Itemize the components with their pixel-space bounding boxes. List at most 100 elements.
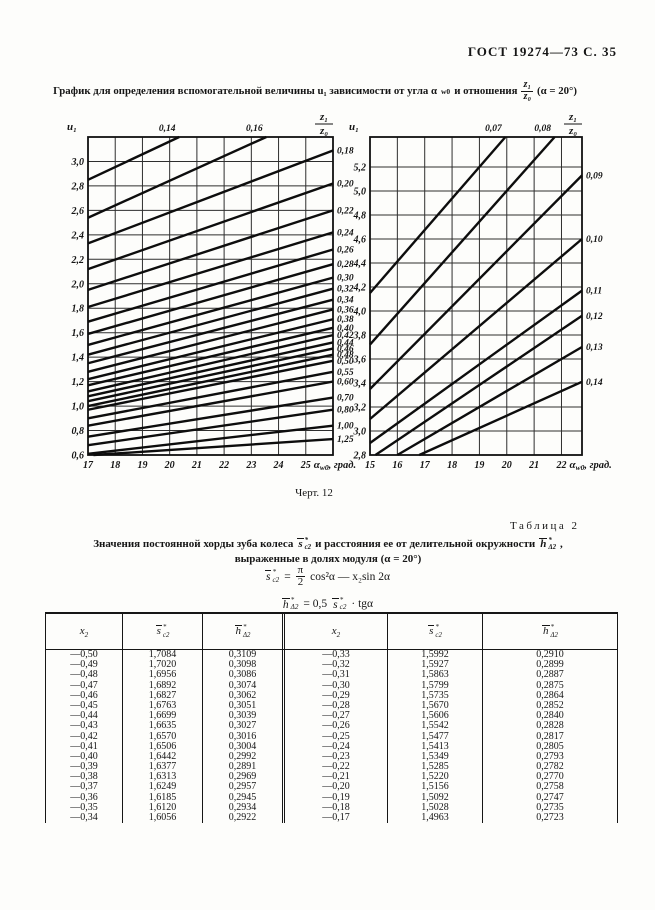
curve-0,50 (87, 359, 334, 411)
table-cell: 1,6570 (123, 731, 203, 742)
curve-0,70 (87, 396, 334, 438)
equals-sign: = (284, 570, 291, 583)
x-tick-label: 17 (83, 460, 94, 471)
curve-label: 0,40 (337, 324, 354, 334)
y-tick-label: 3,0 (71, 157, 85, 168)
curve-0,32 (87, 287, 334, 356)
chord-formula: s * c2 = π 2 cos²α — x₂sin 2α (0, 564, 655, 589)
left-nomogram-chart: 17 18 19 20 21 22 23 24 25 0,6 0,8 1,0 1,2 1,4 1,6 1,8 2… (67, 111, 356, 472)
y-tick-label: 4,0 (353, 307, 367, 318)
plot-border (369, 136, 583, 456)
y-tick-label: 0,6 (72, 451, 85, 462)
y-tick-label: 3,4 (353, 379, 367, 390)
table-cell: —0,30 (285, 680, 388, 691)
table-cell: —0,35 (45, 802, 123, 813)
table-cell: 0,3027 (203, 721, 285, 732)
table-cell: 0,3004 (203, 741, 285, 752)
table-row: —0,42 1,6570 0,3016 —0,25 1,5477 0,2817 (45, 731, 618, 742)
curve-0,40 (87, 326, 334, 387)
fraction-numerator: π (297, 564, 304, 576)
x-tick-label: 15 (365, 460, 375, 471)
curve-0,24 (87, 231, 334, 309)
curve-label: 0,34 (337, 296, 354, 306)
y-tick-label: 4,4 (353, 259, 367, 270)
table-cell: 1,5927 (388, 659, 483, 671)
figure-title: График для определения вспомогательной в… (30, 79, 600, 103)
curve-label: 0,44 (337, 338, 354, 348)
table-cell: 0,3016 (203, 731, 285, 742)
table-row: —0,43 1,6635 0,3027 —0,26 1,5542 0,2828 (45, 721, 618, 732)
table-cell: 1,6377 (123, 761, 203, 773)
table-intro: Значения постоянной хорды зуба колеса s *… (30, 537, 626, 568)
intro-comma: , (560, 538, 563, 550)
table-cell: —0,40 (45, 751, 123, 763)
x-tick-label: 18 (110, 460, 120, 471)
formula-body: · tgα (351, 598, 374, 611)
figure-title-text2: и отношения (454, 85, 518, 98)
table-cell: 0,2852 (483, 700, 618, 712)
curve-label: 0,13 (586, 343, 603, 353)
x-tick-label: 23 (245, 460, 256, 471)
table-cell: 1,6506 (123, 741, 203, 752)
table-cell: —0,17 (285, 812, 388, 824)
table-cell: —0,38 (45, 772, 123, 783)
chord-symbol: s * c2 (332, 596, 347, 612)
curve-0,13 (396, 345, 583, 457)
table-cell: 0,2934 (203, 802, 285, 813)
x-tick-label: 22 (218, 460, 229, 471)
table-cell: 0,3086 (203, 670, 285, 681)
x-tick-label: 25 (300, 460, 311, 471)
table-cell: 1,7020 (123, 659, 203, 671)
table-cell: 1,5863 (388, 670, 483, 681)
table-cell: 0,2805 (483, 741, 618, 752)
table-cell: 0,3074 (203, 680, 285, 691)
family-fraction-numerator: z₁ (319, 111, 328, 123)
curve-0,16 (87, 135, 267, 219)
table-cell: 1,6763 (123, 700, 203, 712)
x-tick-label: 21 (191, 460, 202, 471)
table-row: —0,39 1,6377 0,2891 —0,22 1,5285 0,2782 (45, 761, 618, 773)
table-label: Таблица 2 (510, 520, 580, 532)
table-cell: 1,6442 (123, 751, 203, 763)
table-cell: 0,2957 (203, 782, 285, 793)
axis-labels: 17 18 19 20 21 22 23 24 25 0,6 0,8 1,0 1,2 1,4 1,6 1,8 2… (67, 111, 356, 472)
table-cell: 1,5477 (388, 731, 483, 742)
table-row: —0,35 1,6120 0,2934 —0,18 1,5028 0,2735 (45, 802, 618, 813)
x-tick-label: 17 (420, 460, 431, 471)
y-tick-label: 4,2 (353, 283, 367, 294)
curve-label: 0,12 (586, 312, 603, 322)
curve-label: 1,00 (337, 422, 354, 432)
right-nomogram-chart: 15 16 17 18 19 20 21 22 2,8 3,0 3,2 3,4 3,6 3,8 4,0 4,2… (349, 111, 612, 472)
table-cell: —0,46 (45, 690, 123, 701)
curve-0,14 (87, 135, 180, 181)
curve-label: 0,26 (337, 246, 354, 256)
table-cell: —0,28 (285, 700, 388, 712)
curve-label: 0,09 (586, 171, 603, 181)
table-row: —0,50 1,7084 0,3109 —0,33 1,5992 0,2910 (45, 649, 618, 661)
table-body: —0,50 1,7084 0,3109 —0,33 1,5992 0,2910 —0,49 1… (45, 649, 618, 824)
table-cell: —0,20 (285, 782, 388, 793)
table-cell: —0,44 (45, 710, 123, 722)
curve-label: 0,08 (534, 124, 551, 134)
chord-symbol: s * c2 (264, 568, 280, 584)
curve-label: 0,16 (246, 124, 263, 134)
curve-label: 0,42 (337, 331, 354, 341)
table-row: —0,36 1,6185 0,2945 —0,19 1,5092 0,2747 (45, 792, 618, 803)
x-tick-label: 19 (474, 460, 484, 471)
table-cell: 0,2782 (483, 761, 618, 773)
table-cell: 1,6056 (123, 812, 203, 824)
curve-0,14 (418, 380, 583, 457)
table-cell: —0,48 (45, 670, 123, 681)
table-intro-line2: выраженные в долях модуля (α = 20°) (234, 553, 422, 566)
table-cell: 1,5606 (388, 710, 483, 722)
y-tick-label: 2,0 (71, 279, 85, 290)
y-tick-label: 1,0 (72, 402, 85, 413)
curve-label: 0,11 (586, 287, 602, 297)
curve-family (87, 135, 334, 457)
y-tick-label: 3,0 (353, 427, 367, 438)
table-cell: —0,29 (285, 690, 388, 701)
table-cell: 0,2969 (203, 772, 285, 783)
table-cell: —0,47 (45, 680, 123, 691)
curve-label: 0,80 (337, 406, 354, 416)
table-row: —0,38 1,6313 0,2969 —0,21 1,5220 0,2770 (45, 772, 618, 783)
